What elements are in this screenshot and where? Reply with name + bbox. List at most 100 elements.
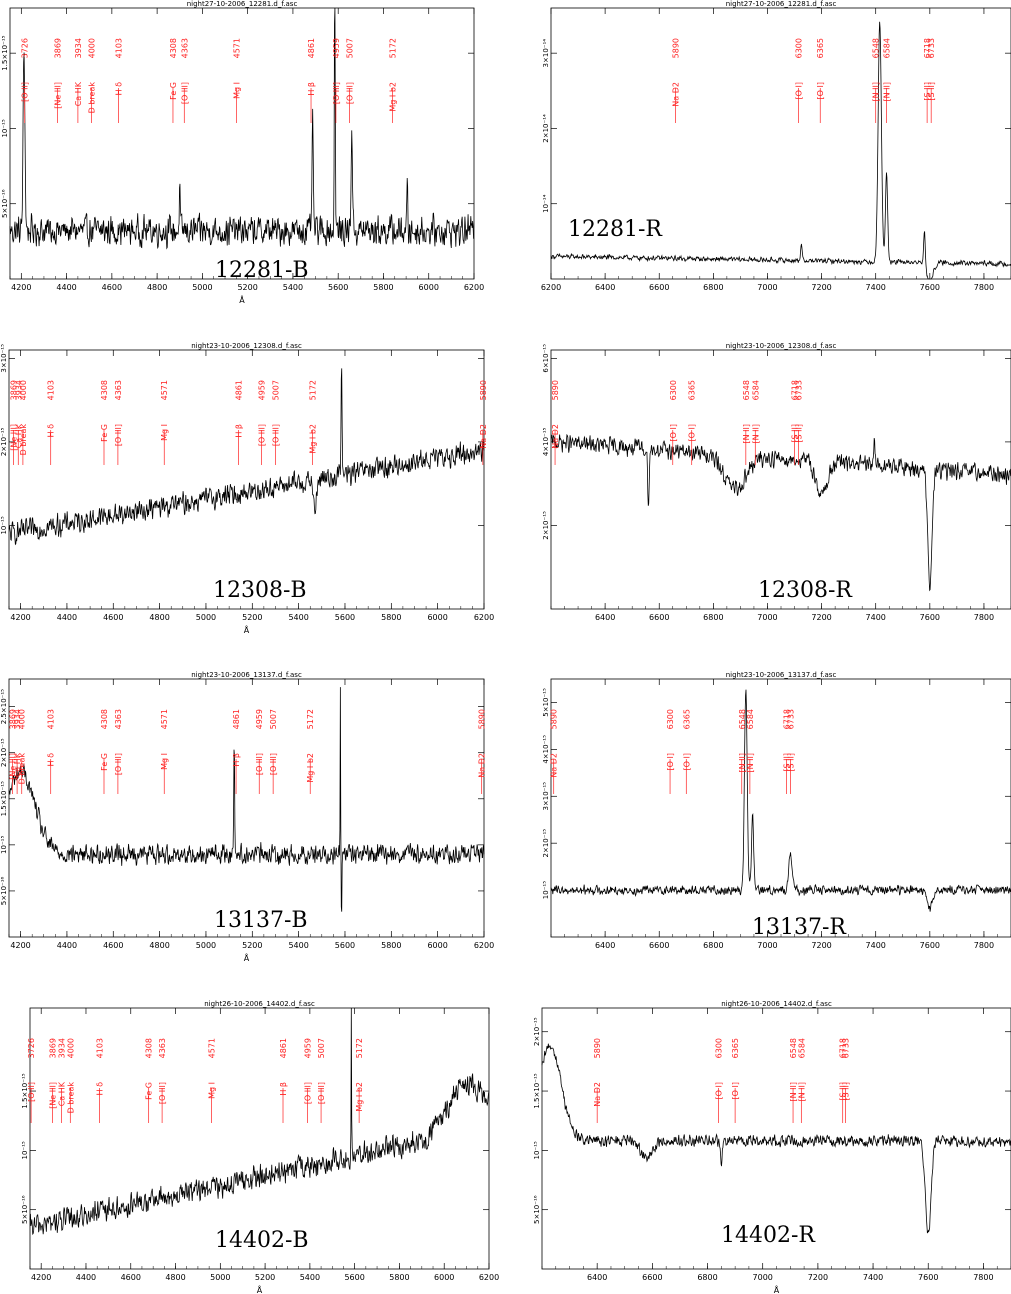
spectrum-trace bbox=[29, 1007, 490, 1236]
x-tick-label: 7000 bbox=[753, 1273, 773, 1282]
x-tick-label: 6200 bbox=[474, 941, 494, 950]
line-label: Mg I b2 bbox=[389, 82, 398, 112]
line-wavelength: 4571 bbox=[160, 380, 169, 400]
line-label: Ca HK bbox=[14, 423, 23, 448]
line-wavelength: 5172 bbox=[389, 38, 398, 58]
x-tick-label: 5400 bbox=[288, 941, 308, 950]
spectrum-trace bbox=[550, 433, 1011, 592]
line-wavelength: 4103 bbox=[47, 709, 56, 729]
spectrum-id-label: 12281-R bbox=[568, 217, 663, 242]
x-axis-label: Å bbox=[244, 952, 250, 963]
line-label: [O I] bbox=[666, 753, 675, 770]
spectrum-trace bbox=[550, 21, 1011, 280]
line-wavelength: 6718 bbox=[839, 1038, 848, 1058]
y-tick-label: 10⁻¹⁵ bbox=[0, 836, 8, 854]
line-label: [N II] bbox=[738, 753, 747, 773]
line-wavelength: 3869 bbox=[54, 38, 63, 58]
line-label: [O III] bbox=[114, 424, 123, 446]
x-tick-label: 5400 bbox=[300, 1273, 320, 1282]
line-label: H β bbox=[232, 753, 241, 767]
line-wavelength: 4363 bbox=[180, 38, 189, 58]
line-wavelength: 4861 bbox=[234, 380, 243, 400]
line-wavelength: 5890 bbox=[593, 1038, 602, 1058]
spectrum-trace bbox=[8, 368, 485, 546]
line-wavelength: 6548 bbox=[872, 38, 881, 58]
line-label: Mg I bbox=[160, 753, 169, 770]
y-tick-label: 1.5×10⁻¹⁵ bbox=[1, 35, 9, 70]
x-tick-label: 7800 bbox=[974, 613, 994, 622]
line-label: [O I] bbox=[715, 1082, 724, 1099]
x-tick-label: 6600 bbox=[649, 613, 669, 622]
line-wavelength: 6733 bbox=[841, 1038, 850, 1058]
y-tick-label: 2×10⁻¹⁵ bbox=[533, 1017, 541, 1046]
line-wavelength: 4861 bbox=[307, 38, 316, 58]
spectrum-panel-1: night27-10-2006_12281.d_f.asc 4200 4400 460… bbox=[1, 0, 484, 305]
line-wavelength: 6548 bbox=[738, 709, 747, 729]
line-label: Na D2 bbox=[550, 753, 559, 778]
spectrum-panel-5: night23-10-2006_13137.d_f.asc 4200 4400 460… bbox=[0, 671, 494, 963]
y-tick-label: 10⁻¹⁵ bbox=[542, 881, 550, 899]
line-wavelength: 5172 bbox=[355, 1038, 364, 1058]
y-tick-label: 10⁻¹⁵ bbox=[21, 1141, 29, 1159]
x-tick-label: 4800 bbox=[149, 941, 169, 950]
line-wavelength: 4308 bbox=[100, 709, 109, 729]
line-wavelength: 6300 bbox=[666, 709, 675, 729]
x-tick-label: 7400 bbox=[866, 613, 886, 622]
x-tick-label: 5000 bbox=[196, 941, 216, 950]
line-label: [S II] bbox=[782, 753, 791, 772]
spectrum-panel-6: night23-10-2006_13137.d_f.asc 6400 6600 680… bbox=[542, 671, 1011, 950]
line-label: [O I] bbox=[731, 1082, 740, 1099]
line-label: [O I] bbox=[682, 753, 691, 770]
line-label: H β bbox=[234, 424, 243, 438]
plot-frame bbox=[29, 1007, 490, 1270]
line-label: [O I] bbox=[816, 82, 825, 99]
line-label: Mg I bbox=[207, 1082, 216, 1099]
y-tick-label: 2×10⁻¹⁵ bbox=[0, 427, 8, 456]
line-label: Na D2 bbox=[478, 753, 487, 778]
x-tick-label: 4600 bbox=[121, 1273, 141, 1282]
line-wavelength: 3869 bbox=[48, 1038, 57, 1058]
line-label: [O III] bbox=[304, 1082, 313, 1104]
line-label: D break bbox=[18, 753, 27, 785]
plot-frame bbox=[550, 349, 1011, 610]
plot-frame bbox=[8, 349, 485, 610]
line-wavelength: 4571 bbox=[207, 1038, 216, 1058]
line-label: Na D2 bbox=[551, 424, 560, 449]
line-wavelength: 4959 bbox=[332, 38, 341, 58]
line-label: Na D2 bbox=[671, 82, 680, 107]
x-tick-label: 6000 bbox=[427, 941, 447, 950]
line-label: H β bbox=[279, 1082, 288, 1096]
line-wavelength: 4103 bbox=[115, 38, 124, 58]
line-wavelength: 5890 bbox=[550, 709, 559, 729]
spectrum-id-label: 13137-R bbox=[752, 915, 847, 940]
spectrum-trace bbox=[9, 7, 475, 250]
line-label: [S II] bbox=[923, 82, 932, 101]
plot-frame bbox=[550, 678, 1011, 938]
x-tick-label: 7800 bbox=[973, 1273, 993, 1282]
panel-title: night27-10-2006_12281.d_f.asc bbox=[187, 0, 298, 8]
line-label: Fe G bbox=[169, 82, 178, 100]
line-label: [O III] bbox=[346, 82, 355, 104]
x-tick-label: 7200 bbox=[811, 613, 831, 622]
x-tick-label: 5400 bbox=[288, 613, 308, 622]
x-axis-label: Å bbox=[774, 1284, 780, 1294]
spectrum-id-label: 14402-B bbox=[215, 1228, 309, 1253]
y-tick-label: 4×10⁻¹⁵ bbox=[542, 735, 550, 764]
x-tick-label: 7600 bbox=[920, 941, 940, 950]
line-wavelength: 6718 bbox=[782, 709, 791, 729]
line-wavelength: 5172 bbox=[309, 380, 318, 400]
line-label: Mg I bbox=[232, 82, 241, 99]
line-wavelength: 5007 bbox=[317, 1038, 326, 1058]
line-wavelength: 4000 bbox=[87, 38, 96, 58]
x-tick-label: 7600 bbox=[918, 1273, 938, 1282]
line-wavelength: 4103 bbox=[95, 1038, 104, 1058]
line-wavelength: 6718 bbox=[791, 380, 800, 400]
line-label: Fe G bbox=[100, 424, 109, 442]
x-tick-label: 5000 bbox=[192, 283, 212, 292]
x-tick-label: 5800 bbox=[389, 1273, 409, 1282]
x-tick-label: 7200 bbox=[811, 283, 831, 292]
line-wavelength: 3934 bbox=[14, 380, 23, 400]
line-wavelength: 3726 bbox=[27, 1038, 36, 1058]
line-wavelength: 5007 bbox=[269, 709, 278, 729]
line-label: [N II] bbox=[872, 82, 881, 102]
